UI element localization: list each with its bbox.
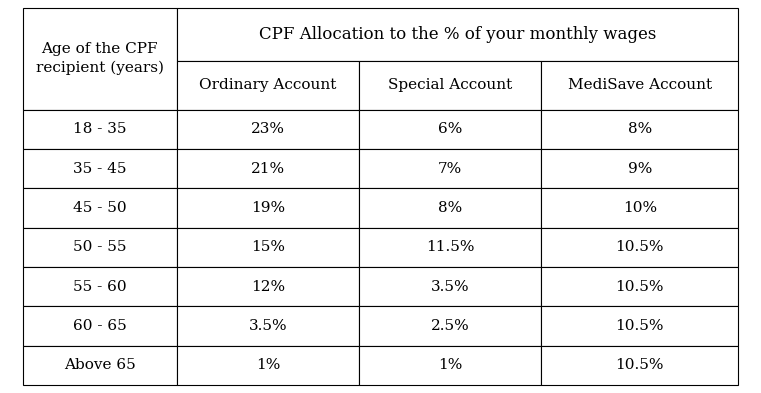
Bar: [177, 346, 359, 385]
Text: 11.5%: 11.5%: [426, 241, 475, 254]
Text: 18 - 35: 18 - 35: [73, 122, 126, 136]
Bar: [359, 149, 542, 188]
Text: 55 - 60: 55 - 60: [73, 280, 126, 294]
Text: Ordinary Account: Ordinary Account: [199, 78, 336, 92]
Bar: [359, 188, 542, 228]
Text: 10.5%: 10.5%: [616, 319, 664, 333]
Bar: [23, 8, 177, 110]
Text: 60 - 65: 60 - 65: [73, 319, 126, 333]
Bar: [23, 188, 177, 228]
Bar: [359, 267, 542, 307]
Bar: [542, 110, 738, 149]
Text: 12%: 12%: [251, 280, 285, 294]
Text: 2.5%: 2.5%: [431, 319, 470, 333]
Bar: [359, 61, 542, 110]
Bar: [359, 307, 542, 346]
Bar: [23, 149, 177, 188]
Text: 9%: 9%: [628, 162, 652, 176]
Text: Age of the CPF
recipient (years): Age of the CPF recipient (years): [36, 42, 164, 75]
Bar: [542, 188, 738, 228]
Bar: [542, 267, 738, 307]
Text: 10.5%: 10.5%: [616, 358, 664, 373]
Text: 10.5%: 10.5%: [616, 241, 664, 254]
Text: 1%: 1%: [256, 358, 280, 373]
Bar: [177, 228, 359, 267]
Text: Special Account: Special Account: [388, 78, 512, 92]
Bar: [177, 307, 359, 346]
Text: Above 65: Above 65: [64, 358, 135, 373]
Text: 45 - 50: 45 - 50: [73, 201, 126, 215]
Text: 3.5%: 3.5%: [249, 319, 287, 333]
Bar: [177, 188, 359, 228]
Text: CPF Allocation to the % of your monthly wages: CPF Allocation to the % of your monthly …: [259, 26, 656, 43]
Text: 50 - 55: 50 - 55: [73, 241, 126, 254]
Bar: [23, 110, 177, 149]
Bar: [359, 110, 542, 149]
Text: 15%: 15%: [251, 241, 285, 254]
Text: 8%: 8%: [628, 122, 652, 136]
Bar: [177, 61, 359, 110]
Text: 1%: 1%: [438, 358, 463, 373]
Bar: [23, 228, 177, 267]
Text: 10.5%: 10.5%: [616, 280, 664, 294]
Bar: [542, 307, 738, 346]
Bar: [359, 346, 542, 385]
Text: 3.5%: 3.5%: [431, 280, 470, 294]
Text: MediSave Account: MediSave Account: [568, 78, 712, 92]
Bar: [177, 149, 359, 188]
Text: 19%: 19%: [251, 201, 285, 215]
Bar: [23, 307, 177, 346]
Bar: [177, 110, 359, 149]
Text: 6%: 6%: [438, 122, 463, 136]
Bar: [177, 8, 738, 61]
Text: 23%: 23%: [251, 122, 285, 136]
Text: 8%: 8%: [438, 201, 463, 215]
Bar: [542, 228, 738, 267]
Text: 10%: 10%: [622, 201, 657, 215]
Text: 7%: 7%: [438, 162, 463, 176]
Bar: [23, 267, 177, 307]
Bar: [542, 61, 738, 110]
Bar: [177, 267, 359, 307]
Bar: [542, 149, 738, 188]
Text: 21%: 21%: [251, 162, 285, 176]
Bar: [542, 346, 738, 385]
Bar: [23, 346, 177, 385]
Bar: [359, 228, 542, 267]
Text: 35 - 45: 35 - 45: [73, 162, 126, 176]
